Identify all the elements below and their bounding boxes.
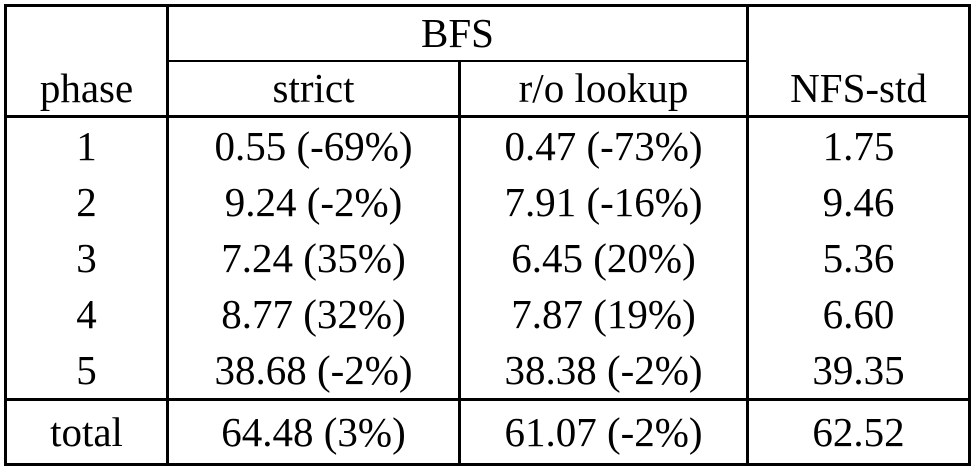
ro-lookup-cell: 7.87 (19%) [457, 286, 748, 342]
strict-cell: 38.68 (-2%) [166, 342, 460, 400]
nfs-std-cell: 39.35 [746, 342, 970, 400]
empty-corner-cell [6, 6, 168, 62]
nfs-std-cell: 9.46 [746, 174, 970, 230]
column-header-strict: strict [166, 61, 460, 118]
column-header-nfs-std: NFS-std [746, 61, 970, 118]
total-row: total 64.48 (3%) 61.07 (-2%) 62.52 [5, 398, 970, 465]
strict-cell: 8.77 (32%) [166, 286, 460, 342]
group-header-bfs: BFS [165, 5, 748, 62]
nfs-std-total-cell: 62.52 [746, 398, 970, 465]
strict-total-cell: 64.48 (3%) [166, 398, 460, 465]
nfs-std-cell: 5.36 [746, 230, 970, 286]
column-header-ro-lookup: r/o lookup [457, 61, 748, 118]
nfs-std-cell: 1.75 [746, 116, 970, 174]
ro-lookup-cell: 38.38 (-2%) [457, 342, 748, 400]
ro-lookup-total-cell: 61.07 (-2%) [457, 398, 748, 465]
ro-lookup-cell: 0.47 (-73%) [457, 116, 748, 174]
column-header-row: phase strict r/o lookup NFS-std [5, 61, 970, 118]
nfs-std-cell: 6.60 [746, 286, 970, 342]
phase-cell: 3 [76, 234, 97, 281]
table-row: 4 8.77 (32%) 7.87 (19%) 6.60 [6, 286, 970, 342]
phase-cell: 5 [76, 346, 97, 393]
phase-cell: 4 [76, 290, 97, 337]
table-row: 5 38.68 (-2%) 38.38 (-2%) 39.35 [6, 342, 970, 400]
benchmark-results-table: BFS phase strict r/o lookup NFS-std 1 0.… [4, 4, 972, 466]
results-table-wrapper: BFS phase strict r/o lookup NFS-std 1 0.… [4, 4, 972, 466]
total-label-cell: total [5, 398, 168, 465]
phase-cell: 1 [76, 122, 97, 169]
phase-cell: 2 [76, 178, 97, 225]
strict-cell: 9.24 (-2%) [166, 174, 460, 230]
group-header-row: BFS [6, 5, 970, 62]
empty-corner-cell [746, 5, 970, 61]
table-row: 1 0.55 (-69%) 0.47 (-73%) 1.75 [6, 116, 970, 174]
strict-cell: 0.55 (-69%) [166, 116, 460, 174]
ro-lookup-cell: 7.91 (-16%) [457, 174, 748, 230]
table-row: 3 7.24 (35%) 6.45 (20%) 5.36 [6, 230, 970, 286]
table-row: 2 9.24 (-2%) 7.91 (-16%) 9.46 [6, 174, 970, 230]
column-header-phase: phase [5, 61, 168, 118]
ro-lookup-cell: 6.45 (20%) [457, 230, 748, 286]
strict-cell: 7.24 (35%) [166, 230, 460, 286]
